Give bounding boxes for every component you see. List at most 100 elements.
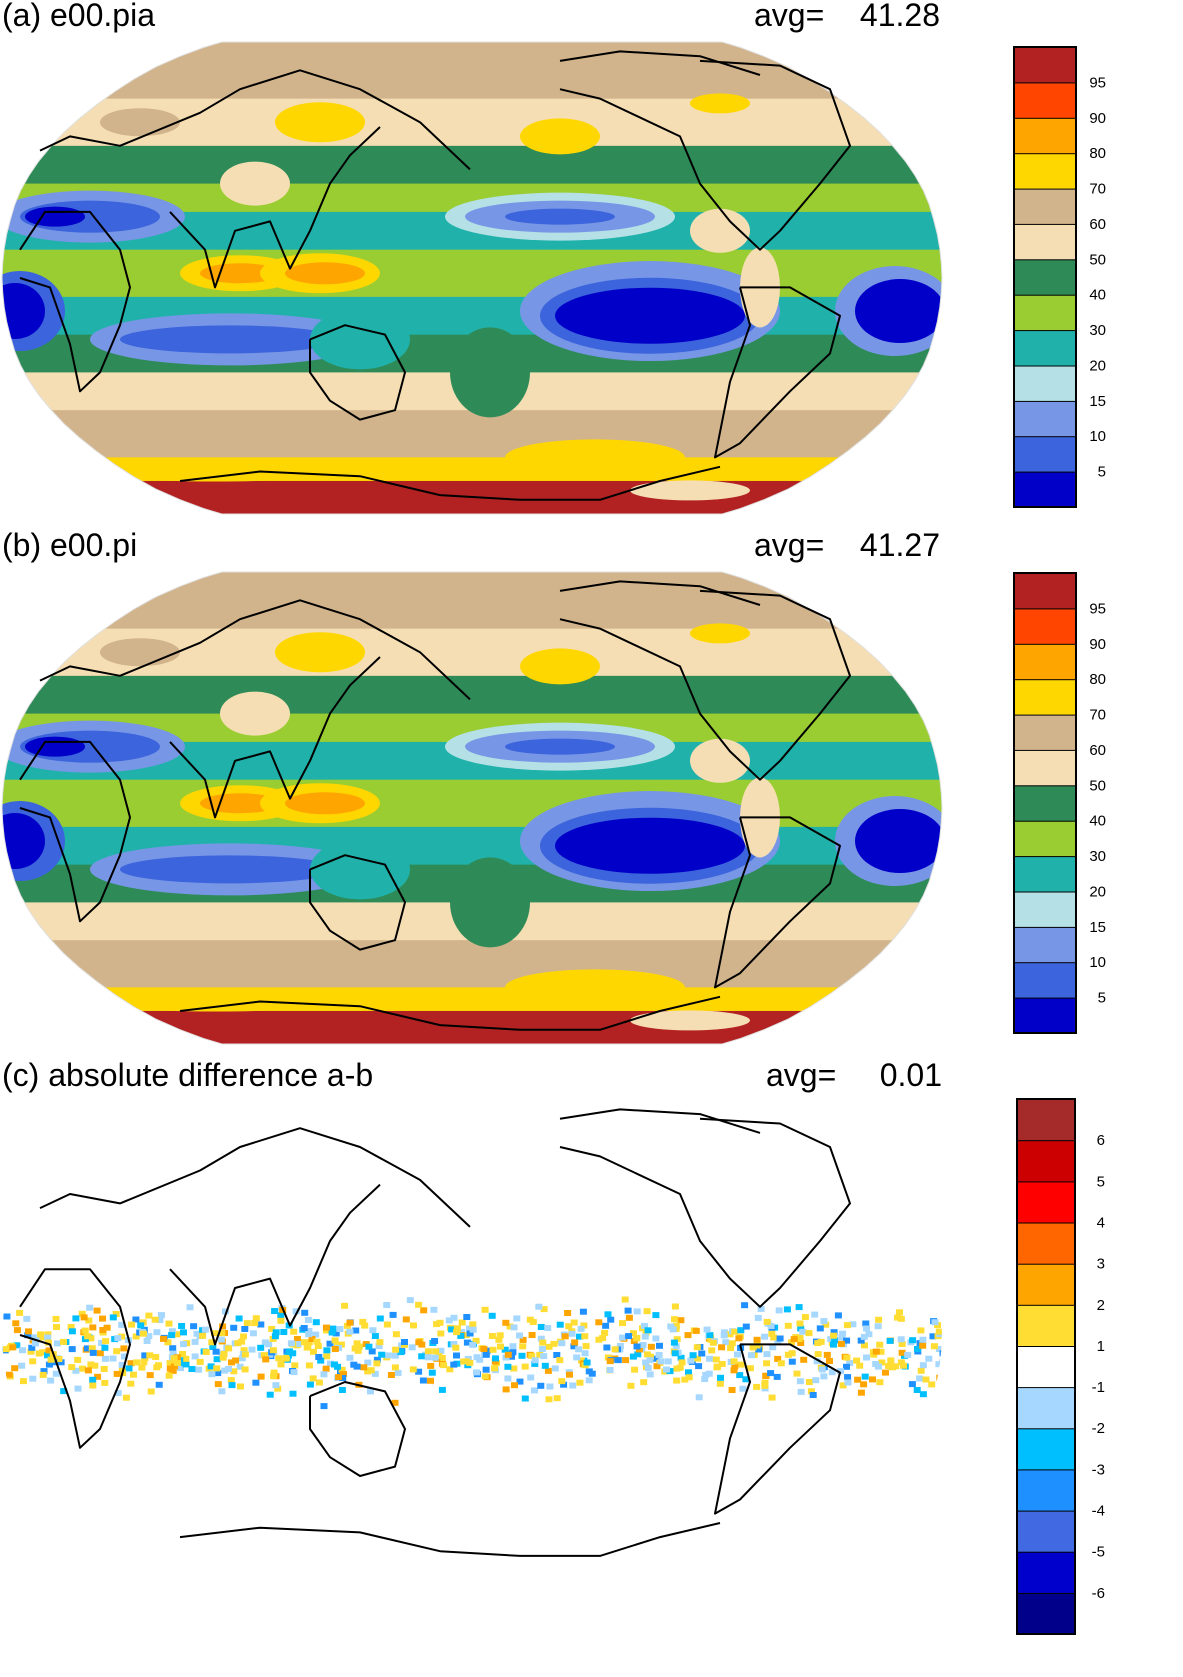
difference-cell [676, 1364, 684, 1371]
difference-cell [315, 1354, 323, 1360]
field-patch [690, 738, 750, 783]
difference-cell [401, 1339, 408, 1345]
difference-cell [837, 1368, 844, 1375]
colorbar-swatch [1013, 188, 1077, 225]
difference-cell [164, 1339, 172, 1346]
difference-cell [248, 1346, 256, 1353]
difference-cell [482, 1351, 490, 1358]
difference-cell [179, 1351, 186, 1357]
difference-cell [272, 1382, 280, 1389]
colorbar-label: 5 [1097, 1173, 1105, 1190]
coastline [559, 50, 761, 76]
difference-cell [535, 1303, 543, 1310]
difference-cell [359, 1318, 367, 1325]
coastline [309, 1381, 406, 1477]
difference-cell [132, 1333, 140, 1340]
difference-cell [305, 1339, 313, 1346]
difference-cell [509, 1349, 517, 1356]
average-label: avg= [754, 0, 825, 33]
difference-cell [736, 1372, 744, 1379]
difference-cell [644, 1364, 652, 1371]
difference-cell [546, 1383, 554, 1390]
difference-cell [492, 1355, 499, 1362]
colorbar-swatch [1013, 997, 1077, 1035]
difference-cell [545, 1396, 553, 1403]
difference-cell [529, 1319, 537, 1325]
difference-cell [619, 1334, 626, 1341]
colorbar-swatch [1013, 891, 1077, 928]
difference-cell [611, 1346, 619, 1353]
difference-cell [885, 1363, 893, 1369]
difference-cell [647, 1343, 655, 1350]
panel-title: (c) absolute difference a-b [2, 1057, 374, 1093]
difference-cell [169, 1350, 177, 1357]
difference-cell [545, 1343, 553, 1350]
difference-cell [922, 1376, 930, 1383]
difference-cell [166, 1360, 174, 1366]
difference-cell [643, 1351, 651, 1358]
difference-cell [462, 1332, 470, 1339]
difference-cell [438, 1386, 446, 1393]
difference-cell [287, 1340, 295, 1347]
difference-cell [182, 1355, 190, 1362]
difference-cell [671, 1303, 679, 1310]
difference-cell [753, 1342, 761, 1349]
difference-cell [861, 1342, 868, 1349]
colorbar-label: 90 [1089, 110, 1106, 127]
field-patch [520, 648, 600, 685]
difference-cell [673, 1377, 681, 1384]
colorbar-swatch [1013, 855, 1077, 893]
difference-cell [737, 1327, 745, 1334]
difference-cell [133, 1359, 140, 1366]
difference-cell [553, 1395, 561, 1402]
difference-cell [577, 1325, 585, 1332]
difference-cell [387, 1372, 395, 1378]
difference-cell [540, 1306, 548, 1313]
difference-cell [266, 1391, 274, 1398]
difference-cell [99, 1315, 106, 1322]
difference-cell [904, 1351, 912, 1358]
difference-cell [89, 1349, 97, 1356]
difference-cell [445, 1317, 453, 1324]
difference-cell [240, 1347, 248, 1354]
difference-cell [130, 1371, 137, 1378]
difference-cell [913, 1387, 921, 1393]
difference-cell [140, 1330, 147, 1337]
difference-cell [796, 1320, 804, 1327]
difference-cell [561, 1333, 569, 1340]
difference-cell [640, 1379, 648, 1386]
colorbar-swatch [1016, 1263, 1076, 1306]
difference-cell [228, 1382, 236, 1389]
difference-cell [127, 1380, 135, 1387]
difference-cell [694, 1355, 701, 1362]
difference-cell [384, 1352, 392, 1359]
difference-cell [173, 1331, 181, 1338]
colorbar-swatch [1013, 643, 1077, 681]
difference-cell [290, 1328, 298, 1335]
difference-cell [878, 1359, 886, 1366]
difference-cell [531, 1387, 538, 1394]
coastline [714, 286, 841, 459]
difference-cell [595, 1336, 603, 1343]
colorbar-swatch [1016, 1592, 1076, 1635]
difference-cell [305, 1362, 313, 1369]
difference-cell [805, 1379, 813, 1385]
difference-cell [706, 1332, 714, 1339]
difference-cell [813, 1358, 821, 1365]
difference-cell [853, 1357, 861, 1364]
difference-cell [643, 1308, 651, 1315]
difference-cell [763, 1360, 771, 1367]
difference-cell [818, 1366, 826, 1373]
difference-cell [504, 1375, 512, 1382]
difference-cell [89, 1376, 97, 1383]
difference-cell [731, 1328, 739, 1335]
field-patch [690, 208, 750, 253]
difference-cell [329, 1325, 337, 1332]
difference-cell [11, 1365, 19, 1372]
difference-cell [846, 1360, 854, 1367]
field-patch [120, 855, 340, 884]
difference-cell [91, 1362, 99, 1369]
difference-cell [190, 1323, 198, 1330]
difference-cell [544, 1325, 552, 1331]
difference-cell [863, 1354, 870, 1361]
